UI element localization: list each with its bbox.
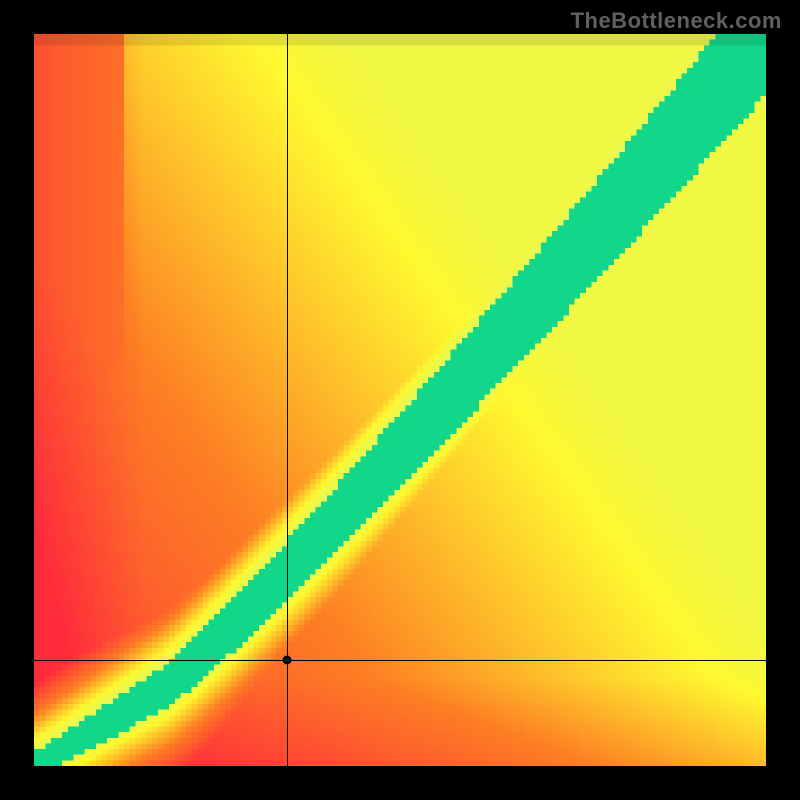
crosshair-marker	[282, 655, 291, 664]
watermark-text: TheBottleneck.com	[571, 8, 782, 34]
heatmap-plot	[34, 34, 766, 766]
crosshair-horizontal	[34, 660, 766, 661]
heatmap-canvas	[34, 34, 766, 766]
